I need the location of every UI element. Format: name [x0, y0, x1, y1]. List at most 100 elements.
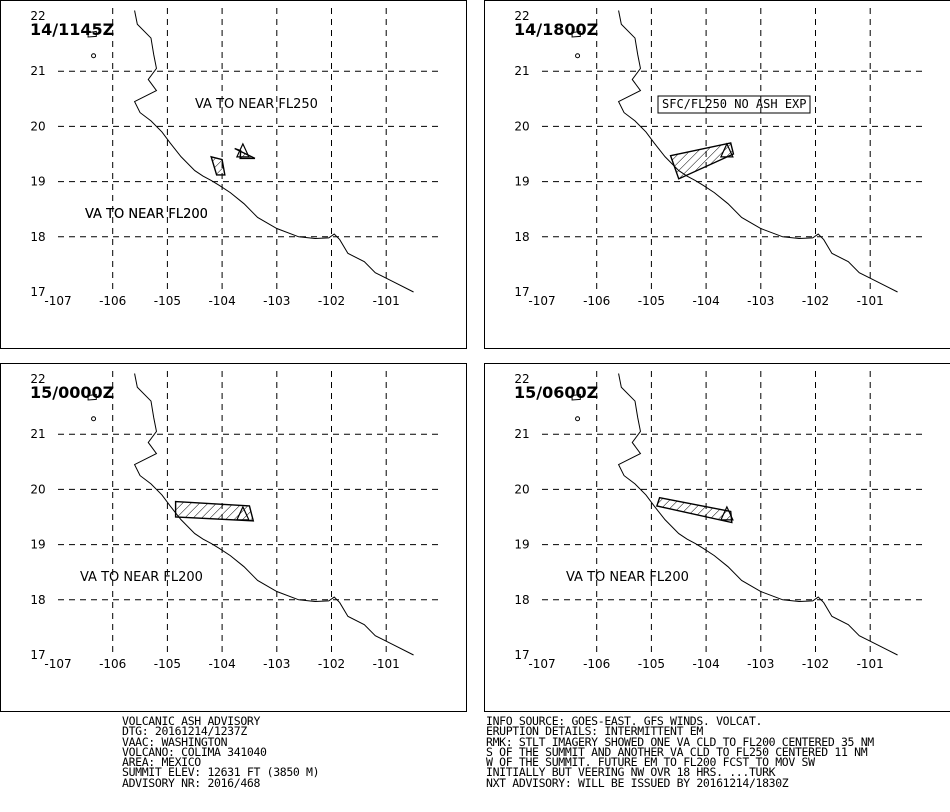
lon-tick-label: -101: [857, 294, 884, 308]
lat-tick-label: 18: [514, 230, 529, 244]
island: [571, 30, 581, 38]
lat-tick-label: 22: [514, 9, 529, 23]
lon-tick-label: -106: [583, 294, 610, 308]
lon-tick-label: -103: [263, 294, 290, 308]
lon-tick-label: -106: [583, 657, 610, 671]
lat-tick-label: 20: [30, 119, 45, 133]
panel-frame: [0, 363, 467, 712]
lon-tick-label: -104: [692, 294, 719, 308]
lat-tick-label: 21: [30, 427, 45, 441]
forecast-label: SFC/FL250 NO ASH EXP: [662, 97, 807, 111]
island: [575, 416, 581, 422]
lat-tick-label: 17: [514, 648, 529, 662]
advisory-remark-line: ERUPTION DETAILS: INTERMITTENT EM: [486, 724, 703, 739]
map-content: [542, 8, 924, 293]
ash-level-label: VA TO NEAR FL200: [566, 570, 689, 585]
advisory-header-line: VOLCANO: COLIMA 341040: [122, 744, 267, 759]
lon-tick-label: -105: [638, 657, 665, 671]
lon-tick-label: -105: [154, 657, 181, 671]
panel-frame: [0, 0, 467, 349]
lon-tick-label: -106: [99, 294, 126, 308]
lon-tick-label: -101: [373, 294, 400, 308]
lon-tick-label: -102: [318, 657, 345, 671]
ash-level-label: VA TO NEAR FL250: [195, 97, 318, 112]
panel-time-label: 14/1145Z: [30, 20, 114, 39]
lat-tick-label: 17: [30, 285, 45, 299]
lon-tick-label: -105: [638, 294, 665, 308]
lat-tick-label: 19: [30, 175, 45, 189]
ash-level-label: VA TO NEAR FL200: [85, 207, 208, 222]
lon-tick-label: -107: [44, 294, 71, 308]
panel-time-label: 14/1800Z: [514, 20, 598, 39]
island: [87, 30, 97, 38]
lon-tick-label: -102: [318, 294, 345, 308]
advisory-header-line: VAAC: WASHINGTON: [122, 734, 228, 749]
lon-tick-label: -106: [99, 657, 126, 671]
map-panel-1: -107 -106 -105 -104 -103 -102 -101 17 18 19 20 21 22…: [0, 0, 467, 349]
lon-tick-label: -107: [528, 657, 555, 671]
lon-tick-label: -107: [44, 657, 71, 671]
map-panel-3: -107 -106 -105 -104 -103 -102 -101 17 18 19 20 21 22…: [0, 363, 467, 712]
va-maps: -107 -106 -105 -104 -103 -102 -101 17 18 19 20 21 22…: [0, 0, 950, 712]
island: [91, 53, 97, 59]
volcano-symbol: [719, 505, 734, 521]
volcano-symbol: [719, 142, 734, 158]
advisory-header-line: AREA: MEXICO: [122, 755, 201, 770]
advisory-header-block: VOLCANIC ASH ADVISORY DTG: 20161214/1237Z…: [122, 714, 320, 790]
advisory-remarks-block: INFO SOURCE: GOES-EAST. GFS WINDS. VOLCA…: [486, 714, 874, 790]
island: [87, 393, 97, 401]
lat-tick-label: 18: [514, 593, 529, 607]
map-content: [542, 371, 924, 656]
lon-tick-label: -104: [208, 657, 235, 671]
panel-frame: [484, 0, 950, 349]
lat-tick-label: 19: [514, 175, 529, 189]
ash-cloud-polygon: [210, 155, 226, 176]
ash-level-label: VA TO NEAR FL200: [85, 207, 208, 222]
advisory-remark-line: S OF THE SUMMIT AND ANOTHER VA CLD TO FL…: [486, 744, 868, 759]
advisory-header-line: SUMMIT ELEV: 12631 FT (3850 M): [122, 765, 320, 780]
lat-tick-label: 22: [514, 372, 529, 386]
lon-tick-label: -104: [692, 657, 719, 671]
lon-tick-label: -103: [263, 657, 290, 671]
ash-cloud-polygon: [669, 142, 735, 180]
label-box: [657, 95, 811, 114]
advisory-header-line: VOLCANIC ASH ADVISORY: [122, 714, 261, 728]
lon-tick-label: -102: [802, 657, 829, 671]
lat-tick-label: 20: [514, 482, 529, 496]
lat-tick-label: 19: [30, 538, 45, 552]
advisory-header-line: ADVISORY NR: 2016/468: [122, 775, 261, 790]
map-panels: -107 -106 -105 -104 -103 -102 -101 17 18 19 20 21 22…: [0, 0, 950, 712]
panel-time-label: 15/0000Z: [30, 383, 114, 402]
lat-tick-label: 21: [30, 64, 45, 78]
advisory-remark-line: W OF THE SUMMIT. FUTURE EM TO FL200 FCST…: [486, 755, 815, 770]
lon-tick-label: -105: [154, 294, 181, 308]
panel-time-label: 15/0600Z: [514, 383, 598, 402]
advisory-remark-line: RMK: STLT IMAGERY SHOWED ONE VA CLD TO F…: [486, 734, 874, 749]
lat-tick-label: 20: [514, 119, 529, 133]
lat-tick-label: 22: [30, 9, 45, 23]
volcano-symbol: [235, 142, 250, 158]
coastline: [617, 10, 898, 293]
ash-cloud-polygon: [655, 496, 733, 524]
map-panel-4: -107 -106 -105 -104 -103 -102 -101 17 18 19 20 21 22…: [484, 363, 950, 712]
lat-tick-label: 19: [514, 538, 529, 552]
lon-tick-label: -104: [208, 294, 235, 308]
panel-frame: [484, 363, 950, 712]
coastline: [133, 10, 414, 293]
lat-tick-label: 20: [30, 482, 45, 496]
island: [575, 53, 581, 59]
lat-tick-label: 18: [30, 593, 45, 607]
advisory-remark-line: INFO SOURCE: GOES-EAST. GFS WINDS. VOLCA…: [486, 714, 763, 728]
lat-tick-label: 22: [30, 372, 45, 386]
lon-tick-label: -103: [747, 294, 774, 308]
lon-tick-label: -103: [747, 657, 774, 671]
lat-tick-label: 21: [514, 427, 529, 441]
map-content: [58, 371, 440, 656]
lon-tick-label: -102: [802, 294, 829, 308]
lat-tick-label: 17: [514, 285, 529, 299]
lat-tick-label: 21: [514, 64, 529, 78]
advisory-remark-line: NXT ADVISORY: WILL BE ISSUED BY 20161214…: [486, 775, 789, 790]
lon-tick-label: -101: [857, 657, 884, 671]
island: [91, 416, 97, 422]
lat-tick-label: 17: [30, 648, 45, 662]
